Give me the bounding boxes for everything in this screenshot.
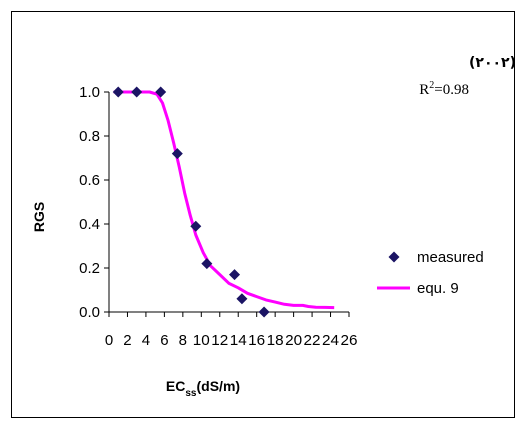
fit-line-series xyxy=(113,90,335,310)
measured-series xyxy=(112,86,270,318)
x-tick-label: 8 xyxy=(179,332,187,349)
data-point-measured xyxy=(112,86,124,98)
y-tick-label: 1.0 xyxy=(79,84,100,101)
data-point-measured xyxy=(155,86,167,98)
r-squared-value: =0.98 xyxy=(434,82,469,98)
r-squared-prefix: R xyxy=(419,82,429,98)
data-point-measured xyxy=(201,258,213,270)
x-tick-label: 20 xyxy=(285,332,302,349)
x-tick-label: 18 xyxy=(267,332,284,349)
y-tick-label: 0.8 xyxy=(79,128,100,145)
legend-label-measured: measured xyxy=(417,249,484,266)
data-point-measured xyxy=(236,293,248,305)
r-squared-annotation: R2=0.98 xyxy=(419,80,469,98)
x-tick-label: 4 xyxy=(142,332,150,349)
y-tick-label: 0.2 xyxy=(79,260,100,277)
chart-svg: 0 2 4 6 8 10 12 14 16 18 20 22 24 26 0.00.20.40.60.81… xyxy=(31,55,514,399)
data-point-measured xyxy=(171,148,183,160)
x-tick-label: 0 xyxy=(105,332,113,349)
x-tick-label: 6 xyxy=(160,332,168,349)
r-squared-superscript: 2 xyxy=(429,80,434,91)
legend-label-equ9: equ. 9 xyxy=(417,280,459,297)
x-ticks: 0 2 4 6 8 10 12 14 16 18 20 22 24 26 xyxy=(105,312,358,349)
fit-line-path xyxy=(113,90,335,310)
x-axis-label-main: EC xyxy=(166,378,185,394)
x-tick-label: 12 xyxy=(211,332,228,349)
chart-frame: 0 2 4 6 8 10 12 14 16 18 20 22 24 26 0.0 0.2 0.4 0.6 0.8 1… xyxy=(11,11,515,418)
x-axis-label-unit: (dS/m) xyxy=(197,378,241,394)
y-tick-label: 0.6 xyxy=(79,172,100,189)
x-axis-label: ECss(dS/m) xyxy=(166,378,240,399)
y-axis-label: RGS xyxy=(31,202,47,232)
x-tick-label: 14 xyxy=(230,332,247,349)
x-tick-label: 10 xyxy=(193,332,210,349)
legend: measured equ. 9 xyxy=(377,249,484,297)
x-tick-label: 16 xyxy=(248,332,265,349)
x-tick-label: 26 xyxy=(341,332,358,349)
data-point-measured xyxy=(190,220,202,232)
y-ticks: 0.0 0.2 0.4 0.6 0.8 1.0 xyxy=(79,84,109,321)
x-tick-label: 2 xyxy=(123,332,131,349)
chart-title: همایی و همکاران (۲۰۰۲) xyxy=(469,55,514,71)
data-point-measured xyxy=(229,269,241,281)
x-axis-label-subscript: ss xyxy=(185,388,197,399)
data-point-measured xyxy=(131,86,143,98)
data-point-measured xyxy=(258,306,270,318)
axes xyxy=(108,92,349,313)
y-tick-label: 0.0 xyxy=(79,304,100,321)
y-tick-label: 0.4 xyxy=(79,216,100,233)
x-tick-label: 22 xyxy=(304,332,321,349)
legend-diamond xyxy=(388,251,400,263)
legend-marker-measured xyxy=(388,251,400,263)
x-tick-label: 24 xyxy=(322,332,339,349)
